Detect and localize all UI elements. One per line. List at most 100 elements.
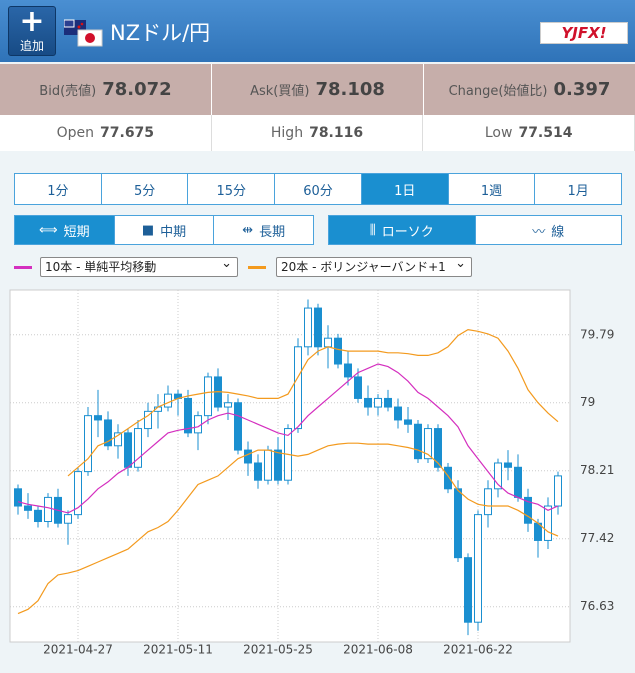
quote-cell: High 78.116 [212, 115, 424, 151]
candle-body [414, 423, 422, 460]
quote-label: Open [56, 125, 95, 141]
tab-label: 60分 [303, 183, 333, 199]
candle-body [334, 337, 342, 365]
tab[interactable]: ⇹ 長期 [214, 216, 313, 244]
candle-body [384, 397, 392, 408]
candle-body [314, 307, 322, 348]
candle-body [164, 393, 172, 408]
x-tick-label: 2021-06-08 [343, 643, 413, 657]
quote-label: Bid(売値) [39, 84, 97, 99]
candle-body [424, 428, 432, 460]
tab[interactable]: ⫼ ローソク [329, 216, 476, 244]
candle-body [224, 402, 232, 408]
candle-body [394, 406, 402, 421]
candle-body [114, 432, 122, 447]
tab-label: 線 [551, 224, 565, 240]
candle-body [14, 488, 22, 507]
candle-body [524, 496, 532, 524]
indicator-line [17, 442, 559, 615]
candle-body [64, 514, 72, 524]
candle-body [354, 376, 362, 399]
candle-body [254, 462, 262, 481]
indicator-select[interactable]: 20本 - ボリンジャーバンド+1 [276, 255, 472, 277]
y-tick-label: 76.63 [580, 599, 614, 613]
tab-label: 1日 [394, 183, 416, 199]
candle-body [404, 419, 412, 425]
tab[interactable]: 5分 [102, 174, 189, 204]
add-label: 追加 [19, 39, 44, 53]
tab-label: 中期 [160, 224, 187, 240]
tab-label: ローソク [381, 224, 434, 240]
quote-cell: Ask(買値) 78.108 [212, 64, 424, 115]
candle-body [364, 397, 372, 408]
quote-value: 0.397 [553, 79, 611, 100]
tab-icon: ⫼ [369, 222, 376, 238]
tab[interactable]: 15分 [188, 174, 276, 204]
quote-value: 78.072 [102, 79, 172, 100]
legend-swatch [14, 266, 32, 269]
quote-label: Ask(買値) [250, 84, 310, 99]
candle-body [434, 428, 442, 468]
candle-body [494, 462, 502, 490]
x-tick-label: 2021-05-11 [143, 643, 213, 657]
flags [64, 19, 103, 47]
candle-body [344, 363, 352, 378]
tab-label: 1週 [480, 183, 503, 199]
candle-body [204, 376, 212, 417]
candle-body [184, 397, 192, 434]
tab-label: 長期 [259, 224, 286, 240]
ohlc-row: Open 77.675 High 78.116 Low 77.514 [0, 115, 635, 151]
candle-body [514, 466, 522, 498]
indicator-select[interactable]: 10本 - 単純平均移動 [40, 255, 238, 277]
candle-body [34, 509, 42, 523]
indicator-line [67, 328, 559, 477]
tab-label: 1月 [567, 183, 589, 199]
quote-cell: Open 77.675 [0, 115, 212, 151]
quote-row: Bid(売値) 78.072 Ask(買値) 78.108 Change(始値比) 0.3… [0, 64, 635, 115]
candle-body [94, 415, 102, 421]
x-tick-label: 2021-04-27 [43, 643, 113, 657]
candle-body [484, 488, 492, 516]
quote-label: Change(始値比) [448, 84, 548, 99]
quote-label: High [270, 125, 304, 141]
tab[interactable]: ■ 中期 [115, 216, 215, 244]
candle-body [474, 514, 482, 623]
candle-body [464, 557, 472, 623]
candle-body [324, 337, 332, 348]
candle-body [274, 449, 282, 481]
x-tick-label: 2021-05-25 [243, 643, 313, 657]
candle-body [304, 307, 312, 348]
candle-body [234, 402, 242, 451]
legend-swatch [248, 266, 266, 269]
candle-body [84, 415, 92, 473]
add-button[interactable]: + 追加 [8, 6, 56, 56]
tab[interactable]: 1週 [449, 174, 536, 204]
candle-body [374, 397, 382, 408]
candle-body [24, 505, 32, 511]
tab-icon: ⟺ [39, 222, 58, 238]
term-tabs: ⟺ 短期 ■ 中期 ⇹ 長期 [14, 215, 314, 245]
quote-value: 78.116 [309, 125, 364, 141]
tab-label: 5分 [133, 183, 156, 199]
tab[interactable]: ⟺ 短期 [15, 216, 115, 244]
quote-value: 77.514 [518, 125, 573, 141]
candle-body [244, 449, 252, 464]
candle-body [444, 466, 452, 490]
candle-body [294, 346, 302, 430]
tab[interactable]: 1日 [361, 174, 449, 204]
candle-body [144, 410, 152, 430]
candle-body [504, 462, 512, 468]
tab-label: 15分 [216, 183, 247, 199]
x-tick-label: 2021-06-22 [443, 643, 513, 657]
tab[interactable]: 〰線 [476, 216, 622, 244]
tab[interactable]: 1月 [535, 174, 621, 204]
quote-cell: Bid(売値) 78.072 [0, 64, 212, 115]
y-tick-label: 79.79 [580, 327, 614, 341]
period-tabs: 1分 5分 15分 60分 1日 1週 1月 [14, 173, 622, 205]
tab[interactable]: 60分 [275, 174, 362, 204]
candle-body [124, 432, 132, 468]
candle-body [454, 488, 462, 559]
y-tick-label: 79 [580, 395, 595, 409]
tab[interactable]: 1分 [15, 174, 102, 204]
